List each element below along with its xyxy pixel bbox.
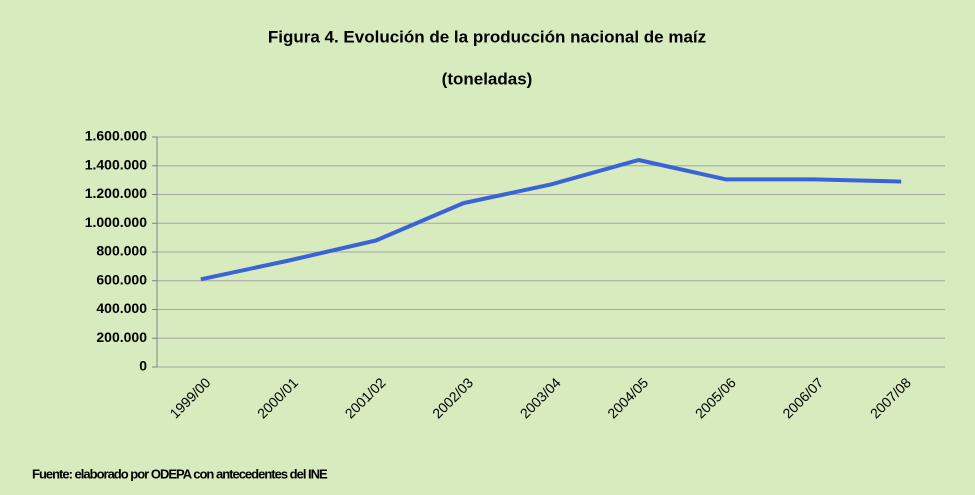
y-tick-label: 1.400.000 (85, 156, 147, 172)
y-tick-label: 400.000 (96, 300, 147, 316)
chart-subtitle: (toneladas) (442, 69, 533, 88)
y-tick-label: 600.000 (96, 271, 147, 287)
y-tick-label: 800.000 (96, 243, 147, 259)
y-tick-label: 1.200.000 (85, 185, 147, 201)
y-tick-label: 1.600.000 (85, 128, 147, 144)
y-tick-label: 0 (139, 358, 147, 374)
y-tick-label: 1.000.000 (85, 214, 147, 230)
chart-title: Figura 4. Evolución de la producción nac… (268, 27, 706, 46)
data-line (200, 158, 902, 282)
y-tick-label: 200.000 (96, 329, 147, 345)
source-note: Fuente: elaborado por ODEPA con antecede… (32, 466, 328, 481)
